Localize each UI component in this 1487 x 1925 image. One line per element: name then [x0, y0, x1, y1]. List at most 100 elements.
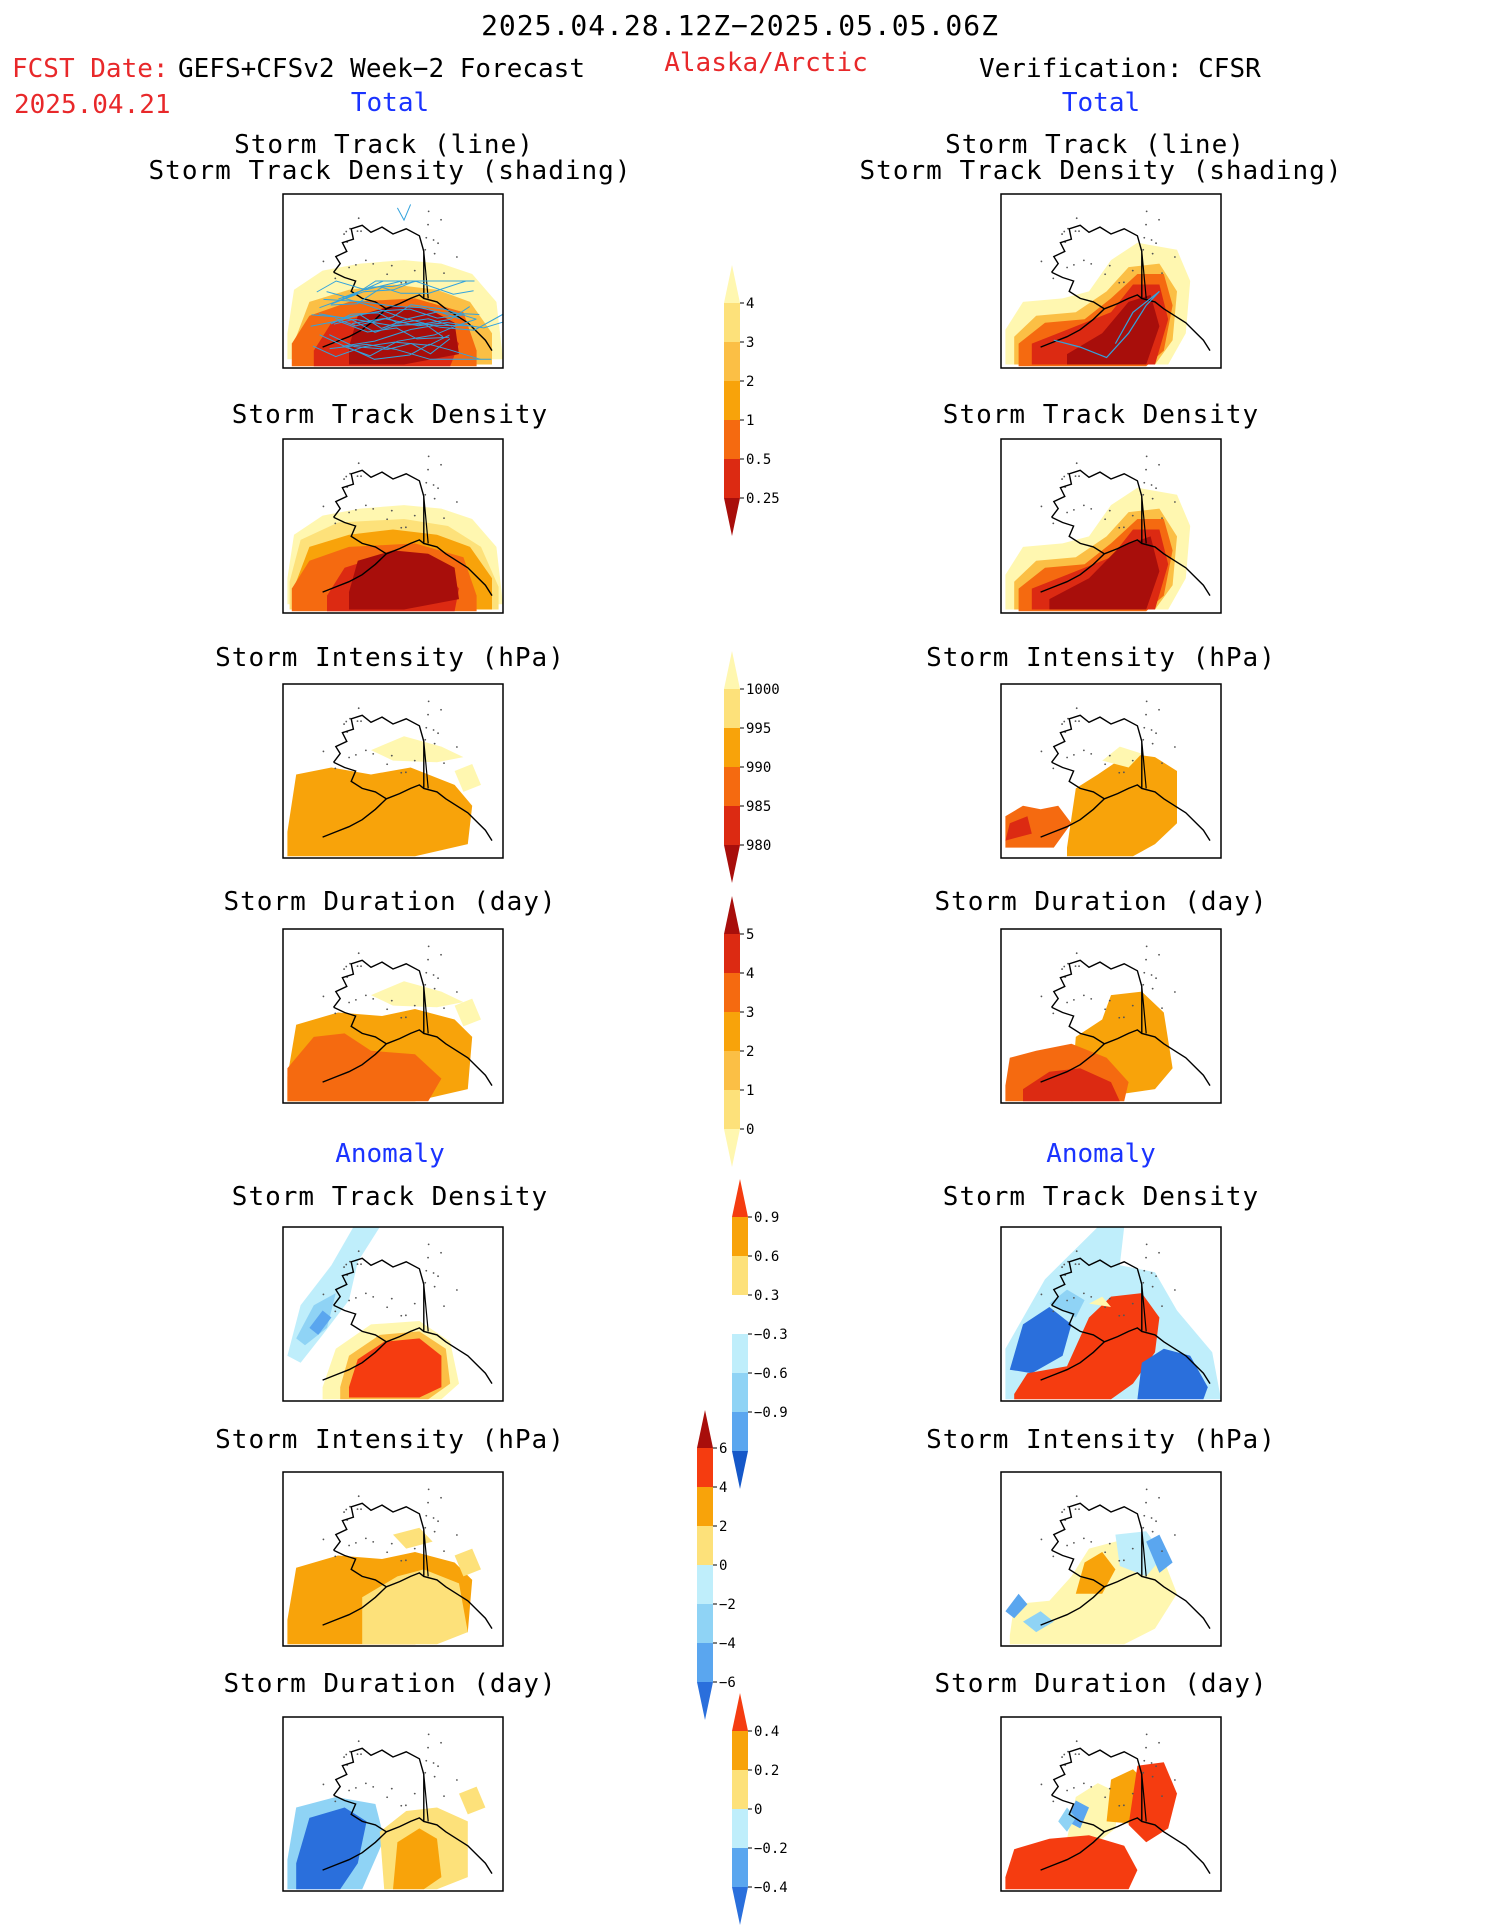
colorbar-anom-duration-tick-label: 0.4 [754, 1724, 779, 1740]
colorbar-anom-intensity-tick-label: −6 [719, 1675, 736, 1691]
panel-title-track-density-left: Storm Track Density [231, 400, 549, 430]
colorbar-anom-intensity-segment [697, 1448, 713, 1487]
colorbar-total-intensity: 1000 995 990 985 980 [724, 651, 780, 883]
colorbar-anom-intensity: 6 4 2 0 −2 −4 −6 [697, 1410, 736, 1720]
colorbar-total-duration-tick-label: 2 [746, 1044, 754, 1060]
panel-title-anom-intensity-left: Storm Intensity (hPa) [215, 1425, 565, 1455]
storm-track-lines-forecast [310, 204, 503, 360]
colorbar-total-duration-tick-label: 4 [746, 966, 754, 982]
section-total-right: Total [1061, 88, 1141, 118]
colorbar-total-intensity-bottom-arrow [724, 845, 740, 883]
colorbar-anom-intensity-segment [697, 1604, 713, 1643]
panel-title-track-density-shading-left: Storm Track Density (shading) [148, 156, 632, 186]
colorbar-anom-intensity-bottom-arrow [697, 1682, 713, 1720]
map-total-duration-verification [1000, 928, 1222, 1104]
colorbar-anom-duration-tick-label: −0.2 [754, 1841, 788, 1857]
map-total-intensity-forecast [282, 683, 504, 859]
colorbar-anom-density-bottom-arrow [732, 1451, 748, 1489]
colorbar-total-density-tick-label: 3 [746, 335, 754, 351]
colorbar-total-density-tick-label: 1 [746, 413, 754, 429]
panel-title-track-line-left: Storm Track (line) [234, 130, 534, 160]
colorbar-anom-intensity-segment [697, 1526, 713, 1565]
colorbar-anom-density-tick-label: −0.6 [754, 1366, 788, 1382]
panel-title-intensity-left: Storm Intensity (hPa) [215, 643, 565, 673]
colorbar-total-intensity-tick-label: 990 [746, 760, 771, 776]
fcst-model-label: GEFS+CFSv2 Week−2 Forecast [178, 54, 585, 84]
colorbar-total-density-segment [724, 303, 740, 342]
colorbar-total-density-bottom-arrow [724, 498, 740, 536]
section-total-left: Total [350, 88, 430, 118]
colorbar-anom-density-tick-label: −0.3 [754, 1327, 788, 1343]
colorbar-total-density-tick-label: 4 [746, 296, 754, 312]
map-total-duration-forecast [282, 928, 504, 1104]
colorbar-anom-density-segment [732, 1256, 748, 1295]
colorbar-anom-density-tick-label: 0.9 [754, 1210, 779, 1226]
colorbar-total-intensity-tick-label: 985 [746, 799, 771, 815]
colorbar-anom-duration-tick-label: 0 [754, 1802, 762, 1818]
colorbar-anom-density-top-arrow [732, 1179, 748, 1217]
colorbar-anom-duration-top-arrow [732, 1693, 748, 1731]
colorbar-anom-intensity-tick-label: 0 [719, 1558, 727, 1574]
panel-title-track-line-right: Storm Track (line) [945, 130, 1245, 160]
date-range-title: 2025.04.28.12Z−2025.05.05.06Z [481, 9, 999, 42]
map-anomaly-intensity-forecast [282, 1471, 504, 1647]
panel-title-duration-left: Storm Duration (day) [223, 887, 557, 917]
panel-title-track-density-right: Storm Track Density [942, 400, 1260, 430]
colorbar-total-intensity-tick-label: 980 [746, 838, 771, 854]
map-anomaly-duration-forecast [282, 1716, 504, 1892]
colorbar-anom-intensity-segment [697, 1565, 713, 1604]
map-total-intensity-verification [1000, 683, 1222, 859]
panel-title-anom-track-density-right: Storm Track Density [942, 1182, 1260, 1212]
colorbar-total-intensity-segment [724, 728, 740, 767]
colorbar-total-duration-tick-label: 1 [746, 1083, 754, 1099]
colorbar-total-density-segment [724, 459, 740, 498]
verification-label: Verification: CFSR [979, 54, 1261, 84]
colorbar-anom-intensity-tick-label: 6 [719, 1441, 727, 1457]
colorbar-total-duration-segment [724, 973, 740, 1012]
colorbar-anom-density-segment [732, 1295, 748, 1334]
colorbar-anom-duration-bottom-arrow [732, 1887, 748, 1925]
panel-title-anom-duration-left: Storm Duration (day) [223, 1669, 557, 1699]
map-total-density-forecast [282, 438, 504, 614]
colorbar-anom-density: 0.9 0.6 0.3 −0.3 −0.6 −0.9 [732, 1179, 788, 1489]
colorbar-total-duration-segment [724, 1051, 740, 1090]
map-anomaly-intensity-verification [1000, 1471, 1222, 1647]
colorbar-total-density-tick-label: 2 [746, 374, 754, 390]
colorbar-anom-density-segment [732, 1412, 748, 1451]
colorbar-anom-density-segment [732, 1334, 748, 1373]
colorbar-total-intensity-segment [724, 767, 740, 806]
colorbar-anom-intensity-tick-label: 2 [719, 1519, 727, 1535]
section-anomaly-right: Anomaly [1046, 1139, 1156, 1169]
colorbar-anom-intensity-tick-label: −4 [719, 1636, 736, 1652]
colorbar-total-duration-bottom-arrow [724, 1129, 740, 1167]
map-total-density-verification [1000, 438, 1222, 614]
colorbar-anom-intensity-segment [697, 1487, 713, 1526]
colorbar-anom-density-tick-label: 0.6 [754, 1249, 779, 1265]
colorbar-total-density-top-arrow [724, 265, 740, 303]
map-anomaly-density-forecast [282, 1226, 504, 1402]
colorbar-anom-intensity-tick-label: −2 [719, 1597, 736, 1613]
colorbar-total-intensity-tick-label: 995 [746, 721, 771, 737]
colorbar-anom-intensity-top-arrow [697, 1410, 713, 1448]
storm-track-lines-verification [1053, 290, 1160, 359]
colorbar-total-duration-segment [724, 1012, 740, 1051]
panel-title-anom-intensity-right: Storm Intensity (hPa) [926, 1425, 1276, 1455]
colorbar-total-intensity-top-arrow [724, 651, 740, 689]
colorbar-total-duration-tick-label: 0 [746, 1122, 754, 1138]
colorbar-total-density-segment [724, 381, 740, 420]
panel-title-track-density-shading-right: Storm Track Density (shading) [859, 156, 1343, 186]
colorbar-anom-duration-segment [732, 1731, 748, 1770]
colorbar-anom-duration-segment [732, 1809, 748, 1848]
colorbar-total-intensity-segment [724, 689, 740, 728]
colorbar-anom-duration-tick-label: 0.2 [754, 1763, 779, 1779]
colorbar-total-intensity-segment [724, 806, 740, 845]
colorbar-total-density: 4 3 2 1 0.5 0.25 [724, 265, 780, 536]
colorbar-anom-duration: 0.4 0.2 0 −0.2 −0.4 [732, 1693, 788, 1925]
map-anomaly-duration-verification [1000, 1716, 1222, 1892]
colorbar-total-intensity-tick-label: 1000 [746, 682, 780, 698]
map-total-track-verification [1000, 193, 1222, 369]
colorbar-total-duration: 5 4 3 2 1 0 [724, 896, 754, 1167]
colorbar-anom-density-tick-label: 0.3 [754, 1288, 779, 1304]
colorbar-anom-density-tick-label: −0.9 [754, 1405, 788, 1421]
